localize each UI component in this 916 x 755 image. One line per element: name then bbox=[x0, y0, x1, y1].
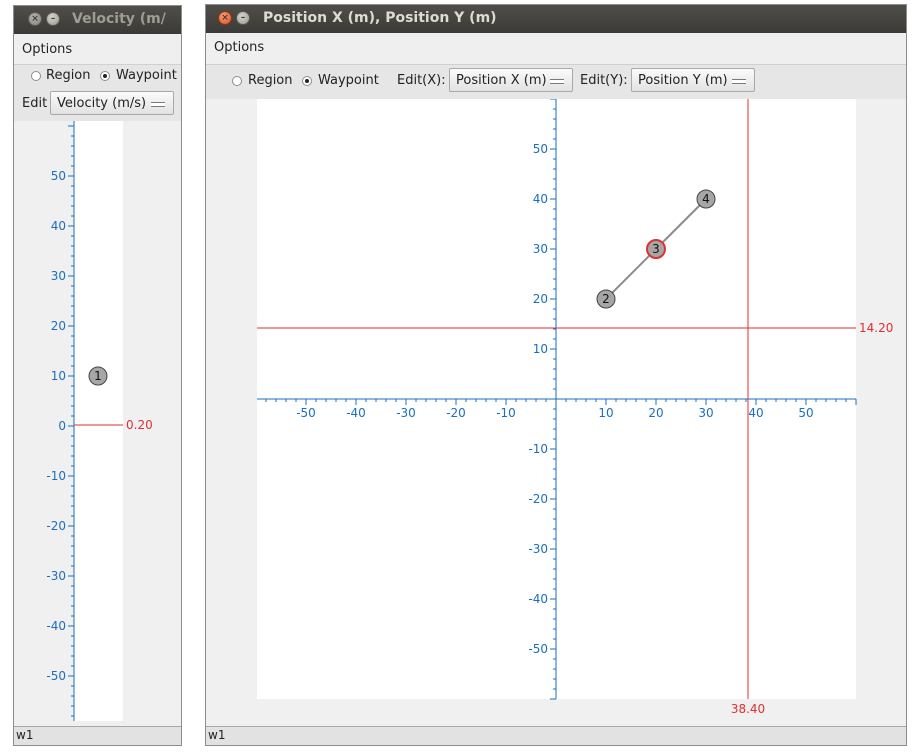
svg-text:2: 2 bbox=[602, 292, 610, 306]
region-label: Region bbox=[46, 68, 91, 83]
waypoint-path-segment bbox=[605, 248, 657, 300]
status-bar: w1 bbox=[206, 726, 906, 745]
close-icon[interactable]: × bbox=[218, 11, 232, 25]
y-tick-label: 40 bbox=[51, 219, 66, 233]
edit-y-label: Edit(Y): bbox=[580, 73, 628, 88]
menubar: Options bbox=[206, 34, 906, 65]
svg-text:4: 4 bbox=[702, 192, 710, 206]
waypoint-radio[interactable] bbox=[302, 76, 312, 86]
y-tick-label: 20 bbox=[533, 292, 548, 306]
options-menu[interactable]: Options bbox=[22, 42, 73, 57]
minimize-icon[interactable]: – bbox=[46, 12, 60, 26]
edit-x-select-value: Position X (m) bbox=[456, 73, 547, 88]
region-label: Region bbox=[248, 73, 293, 88]
region-radio[interactable] bbox=[232, 76, 242, 86]
edit-y-select[interactable]: Position Y (m) bbox=[631, 68, 755, 92]
edit-x-select[interactable]: Position X (m) bbox=[449, 68, 573, 92]
edit-select-value: Velocity (m/s) bbox=[57, 96, 147, 111]
y-tick-label: -40 bbox=[46, 619, 66, 633]
x-tick-label: 20 bbox=[648, 406, 663, 420]
x-tick-label: -50 bbox=[296, 406, 316, 420]
edit-select[interactable]: Velocity (m/s) bbox=[50, 91, 174, 115]
waypoint-1[interactable]: 1 bbox=[88, 366, 108, 386]
edit-x-label: Edit(X): bbox=[397, 73, 446, 88]
x-tick-label: 10 bbox=[598, 406, 613, 420]
y-tick-label: 0 bbox=[58, 419, 66, 433]
y-tick-label: -30 bbox=[528, 542, 548, 556]
waypoint-label: Waypoint bbox=[318, 73, 379, 88]
dropdown-icon bbox=[732, 79, 746, 84]
window-title: Velocity (m/ bbox=[72, 11, 166, 27]
velocity-window: × – Velocity (m/ Options Region Waypoint… bbox=[13, 5, 182, 746]
y-tick-label: 10 bbox=[51, 369, 66, 383]
edit-label: Edit bbox=[22, 96, 48, 111]
x-tick-label: -30 bbox=[396, 406, 416, 420]
window-title: Position X (m), Position Y (m) bbox=[263, 10, 497, 26]
dropdown-icon bbox=[550, 79, 564, 84]
x-tick-label: 30 bbox=[698, 406, 713, 420]
status-text: w1 bbox=[208, 728, 226, 742]
region-radio[interactable] bbox=[31, 71, 41, 81]
y-tick-label: -20 bbox=[46, 519, 66, 533]
position-plot[interactable]: -50 -40 -30 -20 -10 10 20 30 40 50 50 40 30 20 10 -10 -2… bbox=[206, 99, 906, 725]
waypoint-3[interactable]: 3 bbox=[646, 239, 666, 259]
y-tick-label: -10 bbox=[46, 469, 66, 483]
y-tick-label: -40 bbox=[528, 592, 548, 606]
dropdown-icon bbox=[151, 102, 165, 107]
close-icon[interactable]: × bbox=[28, 12, 42, 26]
edit-y-select-value: Position Y (m) bbox=[638, 73, 728, 88]
cursor-value-label: 0.20 bbox=[126, 418, 153, 432]
x-tick-label: -20 bbox=[446, 406, 466, 420]
x-tick-label: 40 bbox=[748, 406, 763, 420]
y-tick-label: 40 bbox=[533, 192, 548, 206]
waypoint-2[interactable]: 2 bbox=[596, 289, 616, 309]
y-tick-label: -50 bbox=[46, 669, 66, 683]
velocity-titlebar[interactable]: × – Velocity (m/ bbox=[14, 6, 181, 34]
cursor-y-value-label: 14.20 bbox=[859, 321, 893, 335]
position-toolbar: Region Waypoint Edit(X): Position X (m) … bbox=[206, 65, 906, 99]
status-text: w1 bbox=[16, 728, 34, 742]
y-tick-label: 30 bbox=[51, 269, 66, 283]
minimize-icon[interactable]: – bbox=[236, 11, 250, 25]
y-tick-label: -30 bbox=[46, 569, 66, 583]
y-tick-label: 30 bbox=[533, 242, 548, 256]
svg-text:1: 1 bbox=[94, 369, 102, 383]
position-window: × – Position X (m), Position Y (m) Optio… bbox=[205, 4, 907, 746]
y-tick-label: 10 bbox=[533, 342, 548, 356]
velocity-toolbar: Region Waypoint Edit Velocity (m/s) bbox=[14, 65, 181, 121]
x-tick-label: 50 bbox=[798, 406, 813, 420]
x-tick-label: -10 bbox=[496, 406, 516, 420]
svg-text:3: 3 bbox=[652, 242, 660, 256]
menubar: Options bbox=[14, 36, 181, 65]
options-menu[interactable]: Options bbox=[214, 40, 265, 55]
y-tick-label: 50 bbox=[533, 142, 548, 156]
y-tick-label: -20 bbox=[528, 492, 548, 506]
x-tick-label: -40 bbox=[346, 406, 366, 420]
y-tick-label: -50 bbox=[528, 642, 548, 656]
waypoint-path-segment bbox=[655, 198, 707, 250]
waypoint-radio[interactable] bbox=[100, 71, 110, 81]
y-tick-label: 50 bbox=[51, 169, 66, 183]
position-titlebar[interactable]: × – Position X (m), Position Y (m) bbox=[206, 5, 906, 33]
velocity-plot[interactable]: 50 40 30 20 10 0 -10 -20 -30 -40 -50 0.20 1 bbox=[14, 121, 181, 721]
waypoint-4[interactable]: 4 bbox=[696, 189, 716, 209]
y-tick-label: 20 bbox=[51, 319, 66, 333]
waypoint-label: Waypoint bbox=[116, 68, 177, 83]
cursor-x-value-label: 38.40 bbox=[731, 702, 765, 716]
y-tick-label: -10 bbox=[528, 442, 548, 456]
status-bar: w1 bbox=[14, 726, 181, 745]
